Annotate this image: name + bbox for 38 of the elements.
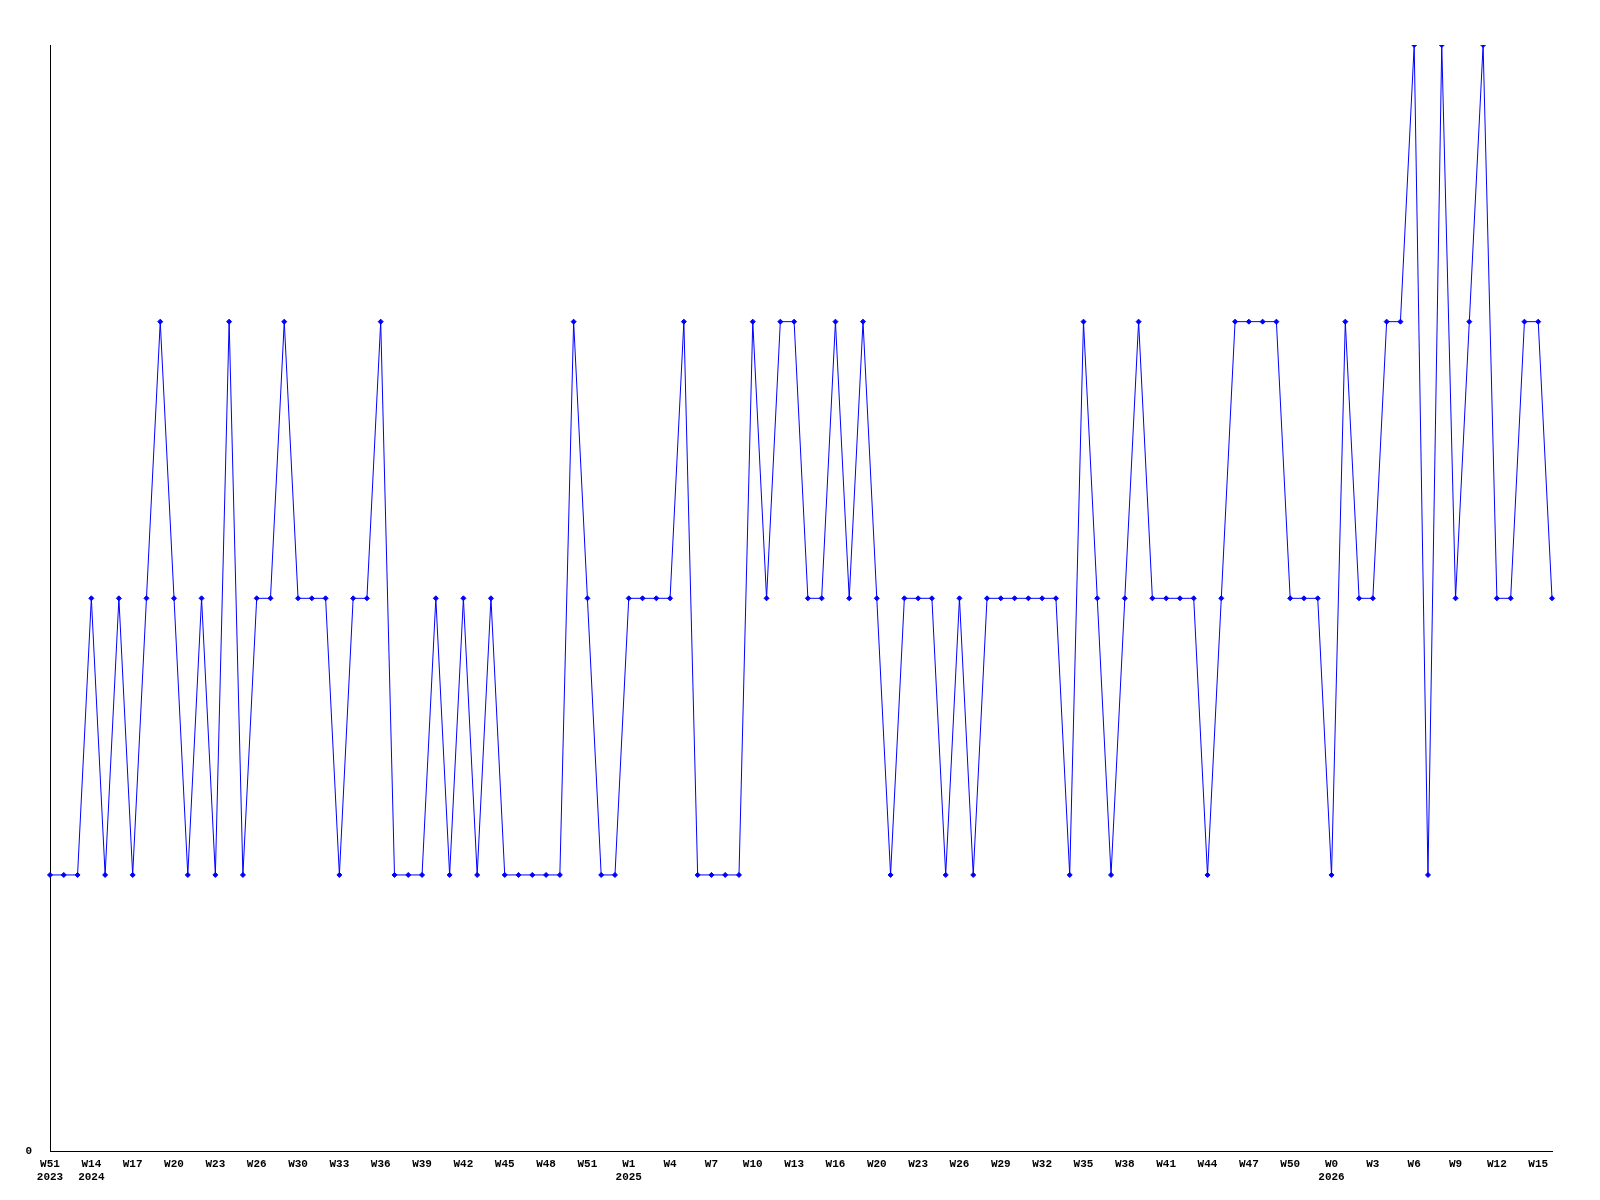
- x-tick-label: W4: [663, 1157, 678, 1170]
- text: 0: [25, 1145, 32, 1158]
- x-tick-label: W39: [412, 1157, 432, 1170]
- x-tick-label: W51: [577, 1157, 598, 1170]
- x-tick-label: W10: [742, 1157, 763, 1170]
- x-tick-label: W14 2024: [78, 1157, 105, 1184]
- x-tick-label: W36: [370, 1157, 391, 1170]
- x-tick-label: W13: [784, 1157, 805, 1170]
- x-tick-label: W6: [1407, 1157, 1421, 1170]
- x-tick-label: W1 2025: [615, 1157, 643, 1184]
- x-tick-label: W9: [1448, 1157, 1463, 1170]
- x-tick-label: W12: [1486, 1157, 1507, 1170]
- x-tick-label: W45: [494, 1157, 516, 1170]
- x-tick-label: W42: [453, 1157, 474, 1170]
- x-tick-label: W16: [825, 1157, 846, 1170]
- x-tick-label: W23: [205, 1157, 226, 1170]
- x-tick-label: W41: [1156, 1157, 1177, 1170]
- x-tick-label: W48: [536, 1157, 557, 1170]
- x-tick-label: W0 2026: [1318, 1157, 1345, 1184]
- x-tick-label: W15: [1528, 1157, 1549, 1170]
- x-tick-label: W32: [1032, 1157, 1053, 1170]
- x-tick-label: W23: [908, 1157, 929, 1170]
- x-tick-label: W7: [704, 1157, 719, 1170]
- x-tick-label: W51 2023: [36, 1157, 64, 1184]
- x-tick-label: W17: [122, 1157, 143, 1170]
- x-tick-label: W44: [1197, 1157, 1218, 1170]
- x-tick-label: W20: [164, 1157, 184, 1170]
- x-tick-label: W20: [866, 1157, 887, 1170]
- x-tick-label: W3: [1366, 1157, 1380, 1170]
- x-tick-label: W29: [990, 1157, 1011, 1170]
- x-tick-label: W47: [1238, 1157, 1259, 1170]
- x-tick-label: W35: [1073, 1157, 1094, 1170]
- x-tick-label: W30: [288, 1157, 308, 1170]
- x-tick-label: W38: [1114, 1157, 1136, 1170]
- x-tick-label: W26: [949, 1157, 970, 1170]
- x-tick-label: W50: [1280, 1157, 1301, 1170]
- x-tick-label: W33: [329, 1157, 350, 1170]
- x-tick-label: W26: [246, 1157, 267, 1170]
